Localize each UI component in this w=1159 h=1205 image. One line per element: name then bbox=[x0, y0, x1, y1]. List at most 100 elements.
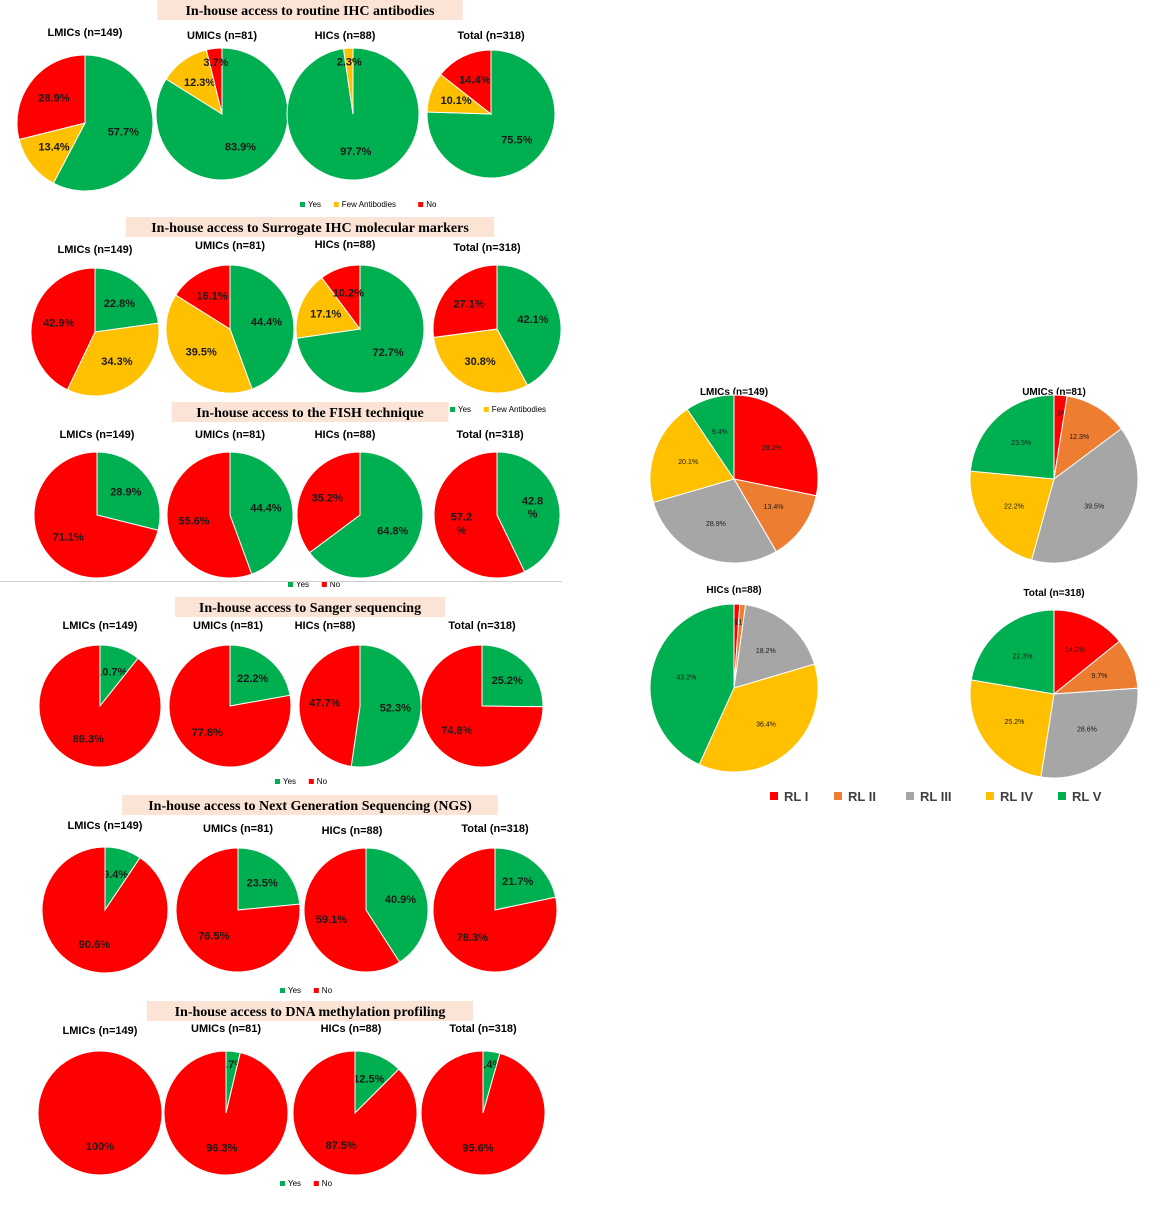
pie-title-lmics-n-149: LMICs (n=149) bbox=[48, 27, 123, 39]
pie-slice-few-antibodies bbox=[295, 277, 361, 339]
pie-label-yes: 22.8% bbox=[104, 298, 135, 310]
pie-label-no: 59.1% bbox=[316, 914, 347, 926]
legend-label-no: No bbox=[322, 1179, 333, 1188]
pie-hics-n-88: 72.7% 17.1% 10.2% bbox=[295, 264, 425, 394]
rl-pie-umics-n-81: 2.5% 12.3% 39.5% 22.2% 23.5% bbox=[969, 394, 1139, 564]
pie-title-hics-n-88: HICs (n=88) bbox=[321, 1023, 382, 1035]
pie-title-umics-n-81: UMICs (n=81) bbox=[187, 30, 257, 42]
pie-label-few-antibodies: 30.8% bbox=[464, 356, 495, 368]
legend-swatch-few-antibodies bbox=[333, 202, 339, 207]
legend-swatch-yes bbox=[280, 1181, 285, 1186]
pie-label-no: 87.5% bbox=[326, 1140, 357, 1152]
pie-total-n-318: 25.2% 74.8% bbox=[420, 644, 544, 768]
pie-slice-no bbox=[37, 1050, 163, 1176]
pie-title-umics-n-81: UMICs (n=81) bbox=[191, 1023, 261, 1035]
pie-label-no: 96.3% bbox=[206, 1143, 237, 1155]
rl-slice-rl-ii bbox=[733, 478, 817, 553]
left-figure-svg: In-house access to routine IHC antibodie… bbox=[16, 0, 587, 1188]
rl-label-rl-ii: 9.7% bbox=[1091, 673, 1107, 680]
pie-slice-no bbox=[298, 644, 361, 767]
rl-slice-rl-iii bbox=[652, 478, 777, 564]
legend-label-yes: Yes bbox=[458, 405, 471, 414]
section-title-background bbox=[171, 402, 449, 422]
pie-slice-no bbox=[38, 644, 162, 768]
rl-slice-rl-iv bbox=[969, 470, 1055, 561]
pie-label-no: 78.3% bbox=[457, 932, 488, 944]
pie-label-no: 71.1% bbox=[53, 531, 84, 543]
legend-swatch-no bbox=[308, 779, 314, 784]
section-title: In-house access to Sanger sequencing bbox=[199, 601, 421, 616]
legend-label-yes: Yes bbox=[283, 777, 296, 786]
pie-label-yes: 22.2% bbox=[237, 673, 268, 685]
pie-slice-no bbox=[175, 264, 231, 330]
rl-slice-rl-v bbox=[970, 609, 1055, 695]
pie-label-no: 76.5% bbox=[198, 931, 229, 943]
rl-label-rl-v: 22.3% bbox=[1013, 654, 1033, 661]
right-figure-svg: LMICs (n=149) 28.2% 13.4% 28.9% 20.1% 9.4% UMI… bbox=[649, 387, 1139, 804]
pie-slice-no bbox=[433, 451, 526, 579]
panel-divider bbox=[0, 581, 562, 582]
pie-label-yes: 52.3% bbox=[380, 703, 411, 715]
rl-label-rl-v: 43.2% bbox=[676, 675, 696, 682]
legend-label-no: No bbox=[330, 580, 341, 589]
pie-slice-yes bbox=[494, 847, 557, 911]
legend-swatch-yes bbox=[288, 582, 293, 587]
pie-title-umics-n-81: UMICs (n=81) bbox=[203, 823, 273, 835]
pie-lmics-n-149: 57.7% 13.4% 28.9% bbox=[16, 54, 154, 192]
rl-label-rl-iv: 25.2% bbox=[1004, 719, 1024, 726]
rl-label-rl-iii: 28.6% bbox=[1077, 727, 1097, 734]
pie-slice-yes bbox=[229, 644, 291, 707]
rl-pie-hics-n-88: 1.1%1.1% 18.2% 36.4% 43.2% bbox=[649, 603, 819, 773]
pie-total-n-318: 75.5% 10.1% 14.4% bbox=[426, 49, 556, 179]
rl-slice-rl-ii bbox=[1053, 395, 1123, 481]
rl-pie-title-hics-n-88: HICs (n=88) bbox=[706, 585, 761, 596]
pie-slice-few-antibodies bbox=[165, 294, 253, 394]
legend-label-yes: Yes bbox=[296, 580, 309, 589]
rl-label-rl-i: 1.1% bbox=[728, 619, 744, 626]
pie-slice-yes bbox=[481, 644, 544, 708]
pie-slice-yes bbox=[308, 451, 424, 579]
pie-label-yes: 97.7% bbox=[340, 146, 371, 158]
section-in-house-access-to-next-generation-sequencing-ngs: In-house access to Next Generation Seque… bbox=[41, 795, 558, 995]
pie-title-total-n-318: Total (n=318) bbox=[448, 620, 516, 632]
pie-label-yes: 42.1% bbox=[517, 314, 548, 326]
rl-slice-rl-iv bbox=[649, 408, 735, 504]
pie-hics-n-88: 52.3% 47.7% bbox=[298, 644, 422, 768]
legend-label-few-antibodies: Few Antibodies bbox=[492, 405, 546, 414]
rl-slice-rl-i bbox=[733, 394, 819, 497]
section-in-house-access-to-the-fish-technique: In-house access to the FISH technique LMI… bbox=[33, 402, 561, 589]
pie-lmics-n-149: 28.9% 71.1% bbox=[33, 451, 161, 579]
pie-label-yes: 23.5% bbox=[247, 877, 278, 889]
pie-title-hics-n-88: HICs (n=88) bbox=[295, 620, 356, 632]
pie-slice-no bbox=[420, 1050, 546, 1176]
pie-label-no: 89.3% bbox=[73, 733, 104, 745]
pie-label-yes: 40.9% bbox=[385, 894, 416, 906]
pie-label-yes: 75.5% bbox=[501, 135, 532, 147]
rl-legend-swatch-rl-v bbox=[1058, 792, 1066, 800]
pie-umics-n-81: 44.4% 55.6% bbox=[166, 451, 294, 579]
pie-total-n-318: 42.1% 30.8% 27.1% bbox=[432, 264, 562, 394]
pie-total-n-318: 4.4%95.6% bbox=[420, 1050, 546, 1176]
legend-label-no: No bbox=[322, 986, 333, 995]
pie-slice-no bbox=[321, 264, 361, 331]
pie-slice-no bbox=[303, 847, 401, 973]
pie-slice-no bbox=[16, 54, 86, 141]
pie-title-umics-n-81: UMICs (n=81) bbox=[195, 429, 265, 441]
rl-legend-label-rl-iv: RL IV bbox=[1000, 789, 1033, 804]
pie-title-lmics-n-149: LMICs (n=149) bbox=[60, 429, 135, 441]
rl-label-rl-i: 28.2% bbox=[762, 445, 782, 452]
pie-label-no: 10.2% bbox=[333, 288, 364, 300]
pie-slice-yes bbox=[496, 451, 561, 573]
pie-label-yes: 44.4% bbox=[251, 316, 282, 328]
pie-slice-no bbox=[420, 644, 544, 768]
pie-slice-no bbox=[168, 644, 292, 768]
legend-swatch-yes bbox=[300, 202, 305, 207]
section-title: In-house access to DNA methylation profi… bbox=[175, 1005, 446, 1020]
pie-umics-n-81: 22.2% 77.8% bbox=[168, 644, 292, 768]
pie-lmics-n-149: 9.4% 90.6% bbox=[41, 846, 169, 974]
pie-title-total-n-318: Total (n=318) bbox=[461, 823, 529, 835]
pie-slice-few-antibodies bbox=[18, 122, 86, 184]
section-title-background bbox=[146, 1001, 474, 1021]
